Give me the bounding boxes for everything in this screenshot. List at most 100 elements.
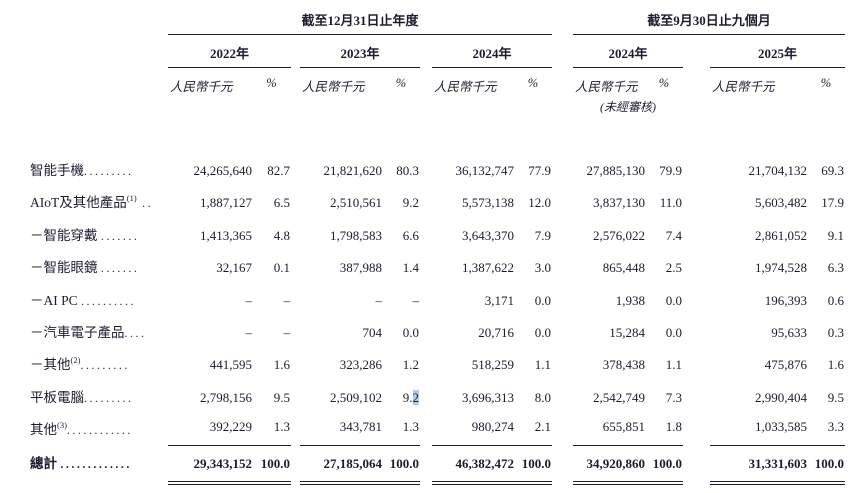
percent-cell: 82.7 <box>267 163 290 178</box>
amount-unit-label: 人民幣千元 <box>575 80 638 94</box>
amount-cell: 3,171 <box>484 292 514 308</box>
percent-cell: 6.3 <box>827 260 844 276</box>
percent-cell: 100.0 <box>807 447 845 485</box>
dot-leader: .... <box>124 325 147 340</box>
percent-cell: 17.9 <box>821 195 844 211</box>
percent-cell: 1.6 <box>827 357 844 373</box>
percent-cell: 0.0 <box>665 324 682 340</box>
row-label: 平板電腦......... <box>30 389 134 405</box>
amount-cell: 21,821,620 <box>323 163 383 178</box>
amount-cell: 392,229 <box>168 414 252 447</box>
percent-cell: 6.5 <box>273 195 290 211</box>
amount-cell: – <box>245 324 253 340</box>
amount-cell: 2,576,022 <box>593 227 645 243</box>
dot-leader: ......... <box>80 358 130 373</box>
percent-cell: – <box>412 292 420 308</box>
percent-cell: 0.0 <box>665 292 682 308</box>
amount-cell: 2,509,102 <box>330 389 382 405</box>
amount-cell: 865,448 <box>602 260 645 276</box>
percent-cell: 1.8 <box>645 414 683 447</box>
amount-cell: 1,033,585 <box>710 414 807 447</box>
percent-cell: 7.9 <box>534 227 551 243</box>
footnote-marker: (1) <box>126 193 137 204</box>
amount-cell: 15,284 <box>609 324 645 340</box>
table-row: 智能手機......... 24,265,640 82.7 21,821,620 80.… <box>30 155 845 187</box>
amount-cell: – <box>245 292 253 308</box>
percent-label: % <box>266 76 277 90</box>
dot-leader: ............ <box>66 423 133 438</box>
table-row: AIoT及其他產品(1) .. 1,887,127 6.5 2,510,561 9.2 5… <box>30 187 845 219</box>
amount-cell: 441,595 <box>209 357 252 373</box>
amount-cell: 378,438 <box>602 357 645 373</box>
percent-cell: 2.5 <box>665 260 682 276</box>
percent-cell: 0.0 <box>534 292 551 308</box>
table-row: －智能眼鏡 ....... 32,167 0.1 387,988 1.4 1,387,62… <box>30 252 845 284</box>
amount-unit-label: 人民幣千元 <box>434 80 497 94</box>
percent-cell: 3.3 <box>807 414 845 447</box>
amount-cell: 475,876 <box>764 357 807 373</box>
amount-unit-label: 人民幣千元 <box>170 80 233 94</box>
amount-cell: 1,387,622 <box>462 260 514 276</box>
amount-cell: 20,716 <box>478 324 514 340</box>
percent-cell: 9.1 <box>827 227 844 243</box>
dot-leader: ............. <box>60 456 132 471</box>
percent-cell: 9.5 <box>273 389 290 405</box>
percent-cell: 12.0 <box>528 195 551 211</box>
row-label: AIoT及其他產品(1) .. <box>30 193 154 211</box>
amount-cell: 387,988 <box>339 260 382 276</box>
percent-cell: 0.1 <box>273 260 290 276</box>
amount-cell: 2,542,749 <box>593 389 645 405</box>
percent-label: % <box>527 76 539 90</box>
percent-cell: 9.2 <box>402 195 419 211</box>
amount-cell: 1,887,127 <box>200 195 252 211</box>
table-body: 智能手機......... 24,265,640 82.7 21,821,620 80.… <box>30 155 845 485</box>
percent-cell: 2.1 <box>514 414 552 447</box>
row-label: －智能眼鏡 ....... <box>30 260 140 276</box>
amount-cell: 21,704,132 <box>748 163 808 178</box>
year-2023: 2023年 <box>300 35 420 68</box>
percent-cell: 0.3 <box>827 324 844 340</box>
amount-cell: 2,990,404 <box>755 389 807 405</box>
table-row: 總計 ............. 29,343,152 100.0 27,185,06… <box>30 447 845 485</box>
amount-unit-label: 人民幣千元 <box>712 80 775 94</box>
percent-cell: 100.0 <box>645 447 683 485</box>
row-label: 其他(3)............ <box>30 420 133 438</box>
percent-cell: 1.2 <box>402 357 419 373</box>
amount-cell: 31,331,603 <box>710 447 807 485</box>
percent-cell: 11.0 <box>659 195 682 211</box>
unit-header-row: 人民幣千元 % 人民幣千元 % 人民幣千元 % 人民幣千元 % 人民幣千元 % <box>30 68 845 95</box>
row-label: －其他(2)......... <box>30 355 130 373</box>
group-title-annual: 截至12月31日止年度 <box>168 10 552 35</box>
row-label: －AI PC .......... <box>30 292 137 308</box>
amount-cell: 5,573,138 <box>462 195 514 211</box>
year-2025-9m: 2025年 <box>710 35 845 68</box>
amount-cell: 46,382,472 <box>432 447 514 485</box>
amount-cell: – <box>375 292 383 308</box>
year-2022: 2022年 <box>168 35 291 68</box>
dot-leader: ....... <box>100 228 140 243</box>
group-header-row: 截至12月31日止年度 截至9月30日止九個月 <box>30 10 845 35</box>
row-label: 智能手機......... <box>30 163 134 178</box>
percent-cell: 9.2 <box>402 389 419 405</box>
percent-cell: 7.4 <box>665 227 682 243</box>
amount-cell: 27,885,130 <box>586 163 646 178</box>
percent-cell: 1.6 <box>273 357 290 373</box>
footnote-marker: (2) <box>70 355 81 366</box>
amount-unit-label: 人民幣千元 <box>302 80 365 94</box>
unaudited-note: (未經審核) <box>600 100 656 114</box>
percent-cell: 1.4 <box>402 260 419 276</box>
table-row: 平板電腦......... 2,798,156 9.5 2,509,102 9.2 3,6… <box>30 382 845 414</box>
percent-cell: – <box>283 292 291 308</box>
table-row: －智能穿戴 ....... 1,413,365 4.8 1,798,583 6.6 3,6… <box>30 220 845 252</box>
percent-cell: 1.1 <box>665 357 682 373</box>
percent-cell: 9.5 <box>827 389 844 405</box>
percent-cell: 7.3 <box>665 389 682 405</box>
table-row: －AI PC .......... – – – – 3,171 0.0 1,938 0.0 196… <box>30 285 845 317</box>
group-title-nine-months: 截至9月30日止九個月 <box>573 10 845 35</box>
year-2024-9m: 2024年 <box>573 35 683 68</box>
row-label: 總計 ............. <box>30 455 132 471</box>
percent-cell: 0.6 <box>827 292 844 308</box>
dot-leader: .......... <box>81 293 137 308</box>
amount-cell: 518,259 <box>471 357 514 373</box>
